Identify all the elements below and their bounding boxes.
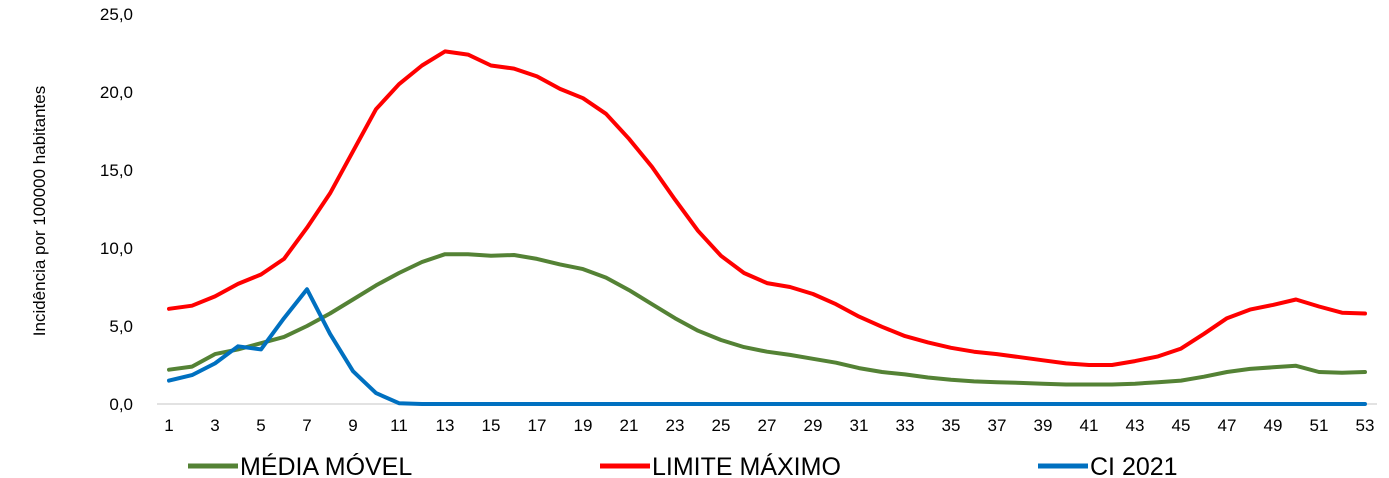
y-ticks: 0,0 5,0 10,0 15,0 20,0 25,0	[100, 5, 133, 414]
y-tick-label: 25,0	[100, 5, 133, 24]
x-tick-label: 11	[390, 416, 408, 435]
x-tick-label: 27	[758, 416, 777, 435]
x-tick-label: 3	[210, 416, 219, 435]
x-tick-label: 41	[1080, 416, 1099, 435]
y-axis-label-group: Incidência por 100000 habitantes	[30, 86, 49, 336]
x-tick-label: 9	[348, 416, 357, 435]
x-tick-label: 21	[620, 416, 639, 435]
x-tick-label: 37	[988, 416, 1007, 435]
y-tick-label: 0,0	[109, 395, 133, 414]
series-line-0	[167, 252, 1367, 387]
x-tick-label: 51	[1310, 416, 1329, 435]
x-tick-label: 45	[1172, 416, 1191, 435]
legend-label-1: LIMITE MÁXIMO	[652, 452, 841, 478]
x-tick-label: 23	[666, 416, 685, 435]
x-tick-label: 35	[942, 416, 961, 435]
y-tick-label: 5,0	[109, 317, 133, 336]
x-tick-label: 7	[302, 416, 311, 435]
legend-label-2: CI 2021	[1090, 453, 1178, 478]
x-tick-label: 19	[574, 416, 593, 435]
x-tick-label: 31	[850, 416, 869, 435]
x-tick-label: 47	[1218, 416, 1237, 435]
x-tick-label: 17	[528, 416, 547, 435]
y-tick-label: 20,0	[100, 83, 133, 102]
y-axis-label: Incidência por 100000 habitantes	[30, 86, 49, 336]
x-tick-label: 29	[804, 416, 823, 435]
legend-label-0: MÉDIA MÓVEL	[240, 452, 412, 478]
legend: MÉDIA MÓVEL LIMITE MÁXIMO CI 2021	[188, 452, 1178, 478]
series-line-2	[167, 287, 1367, 406]
x-tick-label: 15	[482, 416, 501, 435]
x-tick-label: 53	[1356, 416, 1375, 435]
x-tick-label: 43	[1126, 416, 1145, 435]
x-tick-label: 25	[712, 416, 731, 435]
y-tick-label: 10,0	[100, 239, 133, 258]
x-ticks: 1 3 5 7 9 11 13 15 17 19 21 23 25 27 29 31 33 35 37 39 41 43 4…	[164, 416, 1374, 435]
x-tick-label: 13	[436, 416, 455, 435]
series-line-1	[167, 49, 1367, 367]
x-tick-label: 1	[164, 416, 173, 435]
y-tick-label: 15,0	[100, 161, 133, 180]
x-tick-label: 5	[256, 416, 265, 435]
series-lines	[167, 49, 1367, 406]
x-tick-label: 49	[1264, 416, 1283, 435]
x-tick-label: 33	[896, 416, 915, 435]
x-tick-label: 39	[1034, 416, 1053, 435]
